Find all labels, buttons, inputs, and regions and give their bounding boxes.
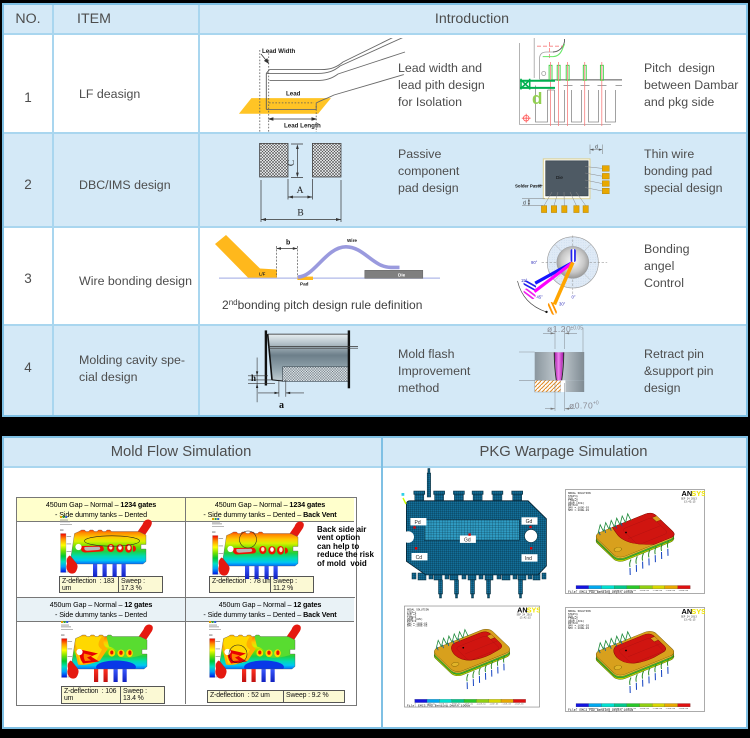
svg-text:90°: 90° xyxy=(531,260,538,265)
svg-text:Gd: Gd xyxy=(526,519,533,525)
svg-text:Lead Length: Lead Length xyxy=(284,123,321,130)
svg-text:h: h xyxy=(251,373,256,383)
svg-text:L/F: L/F xyxy=(259,272,266,277)
svg-text:Lead Width: Lead Width xyxy=(262,48,296,55)
svg-text:b: b xyxy=(286,240,290,247)
svg-text:d: d xyxy=(532,89,542,108)
svg-text:a: a xyxy=(279,400,284,411)
svg-text:±0.05: ±0.05 xyxy=(571,326,584,332)
svg-text:ø0.70: ø0.70 xyxy=(569,401,593,411)
svg-text:45°: 45° xyxy=(537,295,544,300)
svg-text:30°: 30° xyxy=(559,302,566,307)
svg-text:d: d xyxy=(523,200,526,206)
svg-text:A: A xyxy=(297,186,304,196)
svg-text:Die: Die xyxy=(556,175,563,180)
svg-text:Pd: Pd xyxy=(415,520,421,526)
svg-text:Gd: Gd xyxy=(464,537,471,543)
svg-text:Die: Die xyxy=(398,273,406,278)
svg-text:Solder Paste: Solder Paste xyxy=(515,184,542,189)
svg-text:C: C xyxy=(287,160,297,166)
svg-text:ø1.20: ø1.20 xyxy=(547,325,571,334)
svg-text:Wire: Wire xyxy=(347,238,357,243)
svg-text:15°: 15° xyxy=(521,278,528,283)
svg-text:Lead: Lead xyxy=(286,91,301,98)
svg-text:0°: 0° xyxy=(572,295,576,300)
svg-text:Cd: Cd xyxy=(416,555,423,561)
svg-text:B: B xyxy=(297,209,303,219)
svg-text:Pad: Pad xyxy=(300,282,309,287)
svg-text:Ind: Ind xyxy=(525,556,532,562)
svg-text:d: d xyxy=(595,145,598,151)
svg-text:+0: +0 xyxy=(593,401,599,407)
